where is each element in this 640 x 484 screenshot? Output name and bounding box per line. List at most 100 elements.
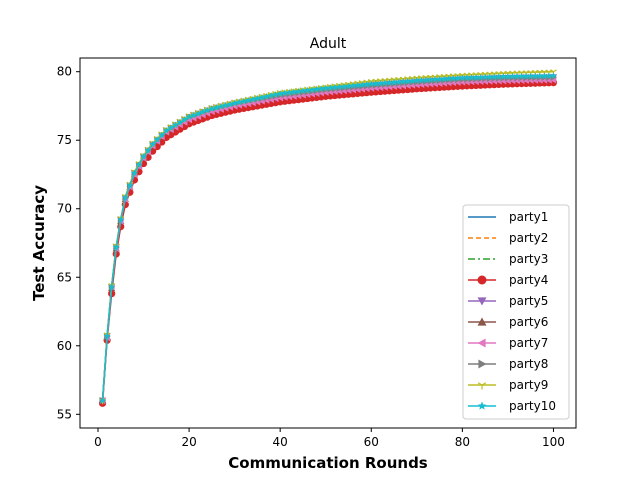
data-point-party10 [354, 81, 362, 89]
data-point-party10 [140, 153, 147, 160]
data-point-party10 [158, 131, 166, 139]
data-point-party10 [436, 75, 444, 83]
data-point-party10 [290, 88, 298, 95]
legend-item-party3: party3 [468, 252, 548, 266]
data-point-party10 [335, 83, 343, 90]
data-point-party10 [240, 97, 248, 105]
data-point-party10 [408, 77, 416, 84]
data-point-party10 [263, 92, 270, 100]
data-point-party10 [545, 72, 553, 79]
data-point-party10 [190, 111, 198, 119]
data-point-party10 [103, 332, 111, 340]
data-point-party10 [308, 86, 316, 93]
x-tick-label: 0 [94, 435, 102, 449]
legend-swatch-marker [477, 317, 487, 326]
legend-items: party1 party2 party3 party4 party5 party6 part… [468, 210, 556, 413]
x-tick-label: 80 [455, 435, 470, 449]
data-point-party10 [504, 72, 512, 80]
data-point-party10 [522, 72, 530, 80]
data-point-party10 [226, 100, 234, 108]
data-point-party10 [258, 93, 266, 101]
legend-item-party4: party4 [468, 273, 548, 287]
data-point-party10 [540, 72, 548, 79]
data-point-party10 [527, 72, 535, 80]
data-point-party10 [244, 96, 252, 104]
data-point-party10 [285, 88, 293, 96]
x-tick-label: 100 [542, 435, 565, 449]
legend-label: party3 [509, 252, 548, 266]
data-point-party10 [363, 80, 371, 88]
y-axis-label: Test Accuracy [30, 185, 48, 301]
data-point-party10 [454, 74, 462, 82]
data-point-party10 [481, 73, 489, 81]
data-point-party10 [349, 82, 357, 89]
x-tick-label: 20 [181, 435, 196, 449]
data-point-party10 [513, 72, 521, 80]
data-point-party10 [185, 113, 193, 120]
legend-label: party7 [509, 336, 548, 350]
data-point-party10 [381, 79, 389, 86]
data-point-party10 [172, 121, 179, 129]
data-point-party10 [417, 76, 425, 84]
x-axis-label: Communication Rounds [228, 454, 428, 472]
legend-item-party8: party8 [468, 357, 548, 371]
data-point-party10 [376, 79, 384, 87]
y-tick-label: 80 [57, 65, 72, 79]
legend-label: party6 [509, 315, 548, 329]
y-tick-label: 75 [57, 133, 72, 147]
data-point-party10 [431, 75, 439, 83]
data-point-party10 [440, 75, 448, 82]
data-point-party10 [509, 72, 516, 80]
data-point-party10 [422, 76, 430, 83]
legend-swatch-marker [477, 297, 487, 306]
data-point-party10 [386, 79, 393, 86]
data-point-party10 [203, 106, 211, 114]
legend-item-party5: party5 [468, 294, 548, 308]
legend-label: party9 [509, 378, 548, 392]
data-point-party10 [276, 90, 284, 97]
data-point-party10 [144, 146, 152, 154]
legend-swatch-marker [477, 338, 486, 348]
data-point-party10 [458, 74, 466, 81]
legend-item-party1: party1 [468, 210, 548, 224]
data-point-party10 [176, 118, 184, 126]
data-point-party10 [518, 72, 525, 80]
data-point-party10 [449, 74, 457, 82]
legend-label: party10 [509, 399, 556, 413]
data-point-party10 [253, 94, 261, 102]
data-point-party10 [135, 161, 143, 168]
data-point-party10 [313, 85, 321, 93]
legend-label: party5 [509, 294, 548, 308]
data-point-party10 [235, 98, 243, 106]
data-point-party10 [472, 73, 480, 81]
data-point-party10 [281, 89, 289, 96]
legend-label: party1 [509, 210, 548, 224]
series-party10 [99, 72, 557, 404]
data-point-party10 [358, 81, 366, 88]
data-point-party10 [499, 73, 507, 80]
y-tick-label: 65 [57, 270, 72, 284]
legend: party1 party2 party3 party4 party5 party6 part… [462, 204, 570, 420]
legend-item-party6: party6 [468, 315, 548, 329]
data-point-party10 [468, 74, 475, 81]
data-point-party10 [340, 82, 348, 90]
data-point-party10 [477, 73, 484, 81]
data-point-party10 [367, 80, 375, 87]
legend-swatch-marker [477, 401, 487, 410]
plot-frame [79, 57, 577, 429]
y-axis-ticks: 55 60 65 70 75 80 [57, 65, 80, 421]
data-point-party10 [399, 78, 407, 85]
data-point-party10 [108, 283, 116, 290]
data-point-party10 [304, 86, 311, 94]
data-point-party10 [272, 90, 280, 98]
data-point-party10 [117, 216, 125, 223]
data-point-party10 [531, 72, 539, 79]
data-point-party10 [294, 87, 302, 95]
data-point-party10 [199, 108, 207, 115]
data-point-party10 [317, 85, 325, 92]
data-point-party10 [495, 73, 503, 80]
legend-swatch-marker [477, 382, 487, 390]
y-tick-label: 55 [57, 407, 72, 421]
